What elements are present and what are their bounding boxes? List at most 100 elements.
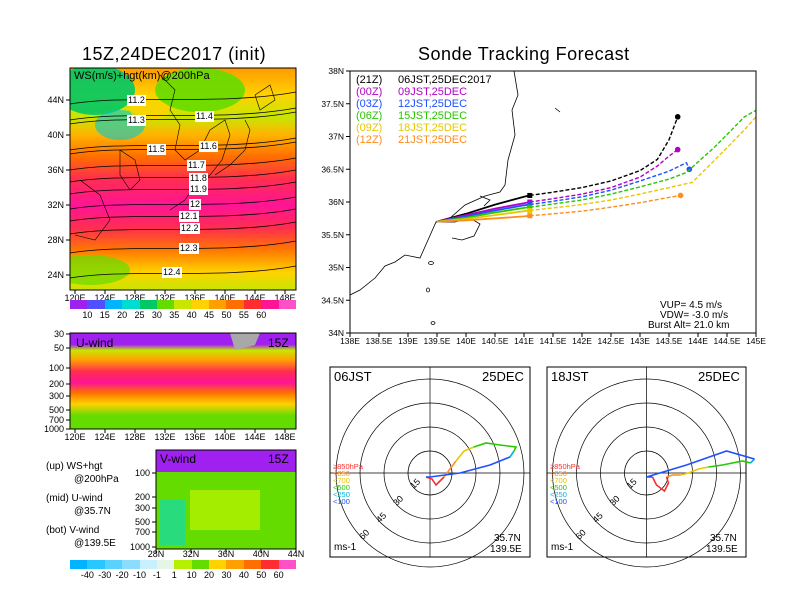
contour-label: 11.8 <box>189 173 208 184</box>
launch-time: 21JST,25DEC <box>398 134 468 146</box>
hgt-contour-line <box>70 137 296 151</box>
hodo-time: 18JST <box>551 369 589 384</box>
u-wind-title: U-wind <box>76 336 114 350</box>
track-lon-label: 142E <box>572 336 592 346</box>
colorbar-tick-label: 45 <box>204 310 215 320</box>
colorbar-swatch <box>122 300 141 309</box>
u-p-label: 300 <box>49 391 64 401</box>
wind-colorbar-tick-label: 1 <box>171 570 177 580</box>
hodo-trace-segment <box>509 450 515 458</box>
map-lat-label: 36N <box>47 165 64 175</box>
track-lon-label: 141E <box>514 336 534 346</box>
legend-mid-1: (mid) U-wind <box>46 493 103 504</box>
hodo-ring <box>624 450 669 496</box>
hodo-legend-item: ≥850hPa <box>550 462 580 471</box>
hodo-ring-label: 15 <box>408 477 422 491</box>
hodo-ring-label: 30 <box>391 494 405 508</box>
hodo-ring-label: 60 <box>357 527 371 541</box>
track-lon-label: 144E <box>688 336 708 346</box>
v-p-label: 200 <box>135 492 150 502</box>
u-lon-label: 144E <box>244 432 265 442</box>
map-lon-label: 148E <box>274 293 295 303</box>
track-lon-label: 139E <box>398 336 418 346</box>
contour-label: 11.6 <box>199 141 218 152</box>
launch-code: (00Z) <box>356 86 383 98</box>
u-lon-label: 120E <box>64 432 85 442</box>
colorbar-tick-label: 35 <box>169 310 180 320</box>
colorbar-swatch <box>191 300 210 309</box>
contour-label: 12.4 <box>162 267 182 278</box>
track-lon-label: 140.5E <box>482 336 509 346</box>
hodo-trace-segment <box>473 442 518 452</box>
wind-colorbar-tick-label: -40 <box>80 570 94 580</box>
hgt-contour-line <box>70 141 296 155</box>
track-lon-label: 144.5E <box>714 336 741 346</box>
wind-colorbar-swatch <box>209 560 227 569</box>
hodo-ring-label: 30 <box>608 494 622 508</box>
map-lat-label: 28N <box>47 235 64 245</box>
hodo-legend-item: <850 <box>333 469 350 478</box>
launch-time: 06JST,25DEC2017 <box>398 74 492 86</box>
track-midpoint-5 <box>527 213 533 219</box>
hodo-legend-item: <500 <box>550 483 567 492</box>
hodo-trace-segment <box>749 458 756 464</box>
u-lon-label: 140E <box>214 432 235 442</box>
colorbar-tick-label: 30 <box>151 310 162 320</box>
wind-colorbar-tick-label: -1 <box>152 570 161 580</box>
colorbar-tick-label: 20 <box>117 310 128 320</box>
colorbar-tick-label: 25 <box>134 310 145 320</box>
hodo-trace-segment <box>426 456 511 478</box>
track-midpoint-4 <box>527 208 533 214</box>
colorbar-tick-label: 55 <box>238 310 249 320</box>
hodo-legend-item: ≥850hPa <box>333 462 363 471</box>
hodo-date: 25DEC <box>698 369 740 384</box>
colorbar-tick-label: 10 <box>82 310 93 320</box>
hodo-trace-segment <box>708 460 751 468</box>
hgt-contour-line <box>70 208 296 222</box>
hodo-ring <box>576 402 717 544</box>
track-lon-label: 138E <box>340 336 360 346</box>
hodo-ring-label: 60 <box>574 527 588 541</box>
track-dashed-2 <box>529 161 690 206</box>
track-dashed-0 <box>529 116 679 197</box>
hgt-contour-line <box>70 111 296 125</box>
colorbar-tick-label: 50 <box>221 310 232 320</box>
u-p-label: 500 <box>49 405 64 415</box>
track-solid-5 <box>436 214 530 223</box>
hodo-unit: ms-1 <box>551 542 574 553</box>
track-dashed-4 <box>529 116 756 212</box>
legend-mid-2: @35.7N <box>74 506 111 517</box>
track-lat-label: 37.5N <box>321 99 344 109</box>
hodo-trace-segment <box>646 450 755 478</box>
map-lon-label: 132E <box>154 293 175 303</box>
colorbar-swatch <box>243 300 262 309</box>
track-lat-label: 35.5N <box>321 230 344 240</box>
hgt-contour-line <box>70 107 296 121</box>
contour-label: 11.3 <box>127 115 146 126</box>
wind-colorbar-tick-label: 10 <box>186 570 197 580</box>
colorbar-swatch <box>278 300 297 309</box>
v-p-label: 100 <box>135 468 150 478</box>
track-lat-label: 34.5N <box>321 295 344 305</box>
param-vup: VUP= 4.5 m/s <box>660 300 722 311</box>
track-lon-label: 138.5E <box>366 336 393 346</box>
hodo-lat: 35.7N <box>710 533 737 544</box>
contour-label: 11.7 <box>187 160 206 171</box>
u-lon-label: 124E <box>94 432 115 442</box>
track-lon-label: 145E <box>746 336 766 346</box>
map-lat-label: 40N <box>47 130 64 140</box>
hodo-lon: 139.5E <box>490 544 522 555</box>
colorbar-swatch <box>226 300 245 309</box>
v-wind-title: V-wind <box>160 452 197 466</box>
colorbar-swatch <box>87 300 106 309</box>
legend-bot-2: @139.5E <box>74 538 116 549</box>
wind-colorbar-tick-label: -30 <box>98 570 112 580</box>
launch-code: (21Z) <box>356 74 383 86</box>
colorbar-swatch <box>174 300 193 309</box>
wind-colorbar-tick-label: 40 <box>238 570 249 580</box>
u-p-label: 100 <box>49 363 64 373</box>
map-title: 15Z,24DEC2017 (init) <box>82 44 267 64</box>
map-lat-label: 32N <box>47 200 64 210</box>
